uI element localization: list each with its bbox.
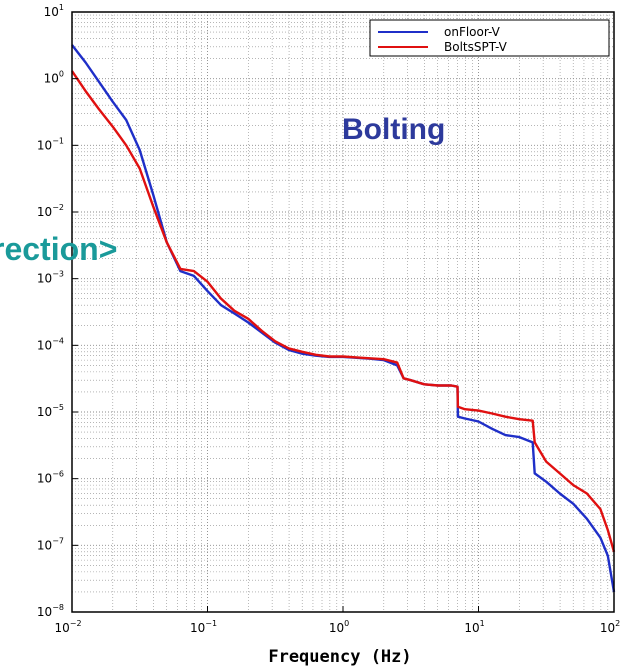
legend-box [369,19,610,57]
y-tick-label: 10−6 [37,470,64,486]
series-lines [71,44,616,593]
y-tick-label: 10−8 [37,603,64,619]
legend-label-onfloor-v: onFloor-V [444,25,501,39]
annotation-bolting: Bolting [342,113,445,146]
axis-ticks: 10−2 10−1 100 101 102 101 100 10−1 10−2 10−3 10−4 1… [37,3,620,635]
y-tick-label: 10−4 [37,336,64,352]
x-axis-label: Frequency (Hz) [268,647,411,667]
annotation-direction: rection> [0,231,117,267]
y-tick-label: 101 [44,3,64,19]
y-tick-label: 100 [44,70,64,86]
x-tick-label: 100 [329,619,349,635]
grid [72,12,614,612]
x-tick-label: 102 [600,619,620,635]
x-tick-label: 10−1 [190,619,217,635]
y-tick-label: 10−7 [37,536,64,552]
y-tick-label: 10−1 [37,136,64,152]
series-line-boltsspt-v [71,70,616,553]
y-tick-label: 10−5 [37,403,64,419]
y-tick-label: 10−3 [37,270,64,286]
y-tick-label: 10−2 [37,203,64,219]
x-tick-label: 101 [464,619,484,635]
legend: onFloor-V BoltsSPT-V [369,19,610,57]
x-tick-label: 10−2 [54,619,81,635]
legend-label-boltsspt-v: BoltsSPT-V [444,40,508,54]
